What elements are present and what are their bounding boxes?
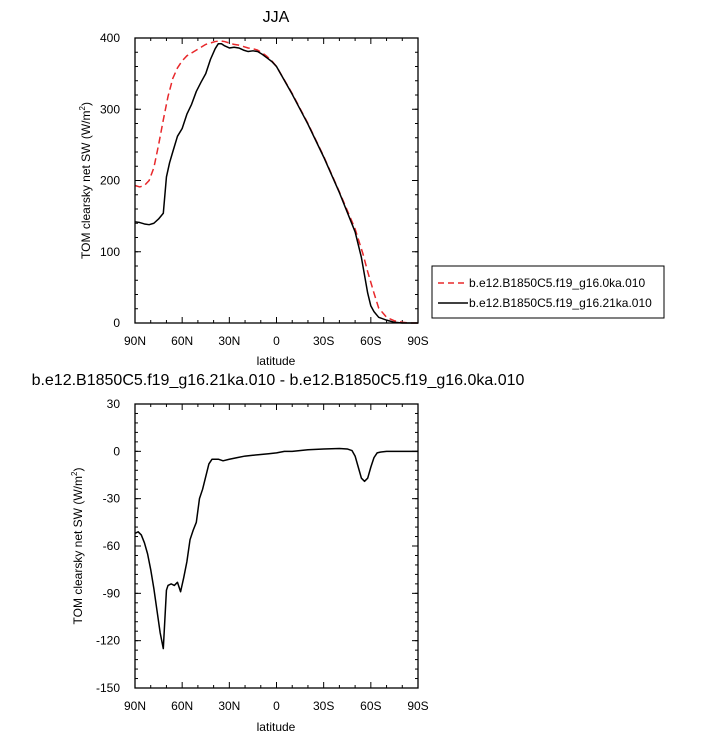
- top-x-tick-label: 30N: [218, 334, 240, 348]
- top-series-line-1: [134, 42, 418, 324]
- bottom-panel: b.e12.B1850C5.f19_g16.21ka.010 - b.e12.B…: [32, 372, 525, 734]
- top-y-axis-label: TOM clearsky net SW (W/m2): [78, 102, 93, 259]
- legend: b.e12.B1850C5.f19_g16.0ka.010 b.e12.B185…: [431, 265, 665, 319]
- top-y-tick-label: 100: [100, 245, 120, 259]
- bottom-y-axis-label-sup: 2: [70, 471, 79, 476]
- top-y-tick-label: 200: [100, 174, 120, 188]
- top-series-line-0: [134, 40, 418, 324]
- bottom-x-tick-label: 30N: [218, 699, 240, 713]
- top-x-axis-label: latitude: [257, 354, 296, 368]
- bottom-x-tick-label: 90S: [407, 699, 428, 713]
- top-y-tick-label: 0: [113, 316, 120, 330]
- bottom-x-tick-label: 90N: [124, 699, 146, 713]
- bottom-series-lines: [134, 447, 418, 650]
- bottom-axis-ticks: 90N 60N 30N 0 30S 60S 90S -150 -120 -90 -60 -30 0 30: [96, 397, 429, 713]
- svg-text:TOM clearsky net SW (W/m2): TOM clearsky net SW (W/m2): [70, 468, 85, 625]
- bottom-x-tick-label: 0: [273, 699, 280, 713]
- top-x-tick-label: 60S: [360, 334, 381, 348]
- bottom-y-tick-label: -90: [103, 586, 121, 600]
- legend-box: [431, 265, 665, 319]
- bottom-x-tick-label: 60N: [171, 699, 193, 713]
- bottom-y-tick-label: -30: [103, 492, 121, 506]
- bottom-y-tick-label: 30: [107, 397, 121, 411]
- top-series-lines: [134, 40, 418, 324]
- top-plot-frame: [134, 37, 419, 324]
- bottom-y-tick-label: -120: [96, 634, 120, 648]
- bottom-y-tick-label: -150: [96, 681, 120, 695]
- bottom-series-line-0: [134, 447, 418, 650]
- top-y-axis-label-main: TOM clearsky net SW (W/m: [79, 110, 93, 258]
- top-x-tick-label: 90S: [407, 334, 428, 348]
- top-y-axis-label-end: ): [79, 102, 93, 106]
- bottom-y-axis-label-end: ): [71, 468, 85, 472]
- bottom-y-axis-label-main: TOM clearsky net SW (W/m: [71, 476, 85, 624]
- bottom-y-tick-label: -60: [103, 539, 121, 553]
- bottom-chart-title: b.e12.B1850C5.f19_g16.21ka.010 - b.e12.B…: [32, 372, 525, 389]
- legend-label-0ka: b.e12.B1850C5.f19_g16.0ka.010: [469, 276, 645, 290]
- legend-label-21ka: b.e12.B1850C5.f19_g16.21ka.010: [469, 296, 652, 310]
- top-x-tick-label: 90N: [124, 334, 146, 348]
- bottom-x-tick-label: 60S: [360, 699, 381, 713]
- top-chart-title: JJA: [263, 9, 290, 26]
- top-y-axis-label-sup: 2: [78, 106, 87, 111]
- top-y-tick-label: 400: [100, 31, 120, 45]
- bottom-x-tick-label: 30S: [313, 699, 334, 713]
- top-axis-ticks: 90N 60N 30N 0 30S 60S 90S 0 100 200 300 400: [100, 31, 429, 348]
- bottom-y-axis-label: TOM clearsky net SW (W/m2): [70, 468, 85, 625]
- bottom-plot-frame: [134, 403, 419, 689]
- top-y-tick-label: 300: [100, 102, 120, 116]
- bottom-y-tick-label: 0: [113, 444, 120, 458]
- top-x-tick-label: 60N: [171, 334, 193, 348]
- top-x-tick-label: 0: [273, 334, 280, 348]
- top-panel: JJA TOM clearsky net SW (W/m2) latitude …: [78, 9, 429, 368]
- svg-text:TOM clearsky net SW (W/m2): TOM clearsky net SW (W/m2): [78, 102, 93, 259]
- bottom-x-axis-label: latitude: [257, 720, 296, 734]
- top-x-tick-label: 30S: [313, 334, 334, 348]
